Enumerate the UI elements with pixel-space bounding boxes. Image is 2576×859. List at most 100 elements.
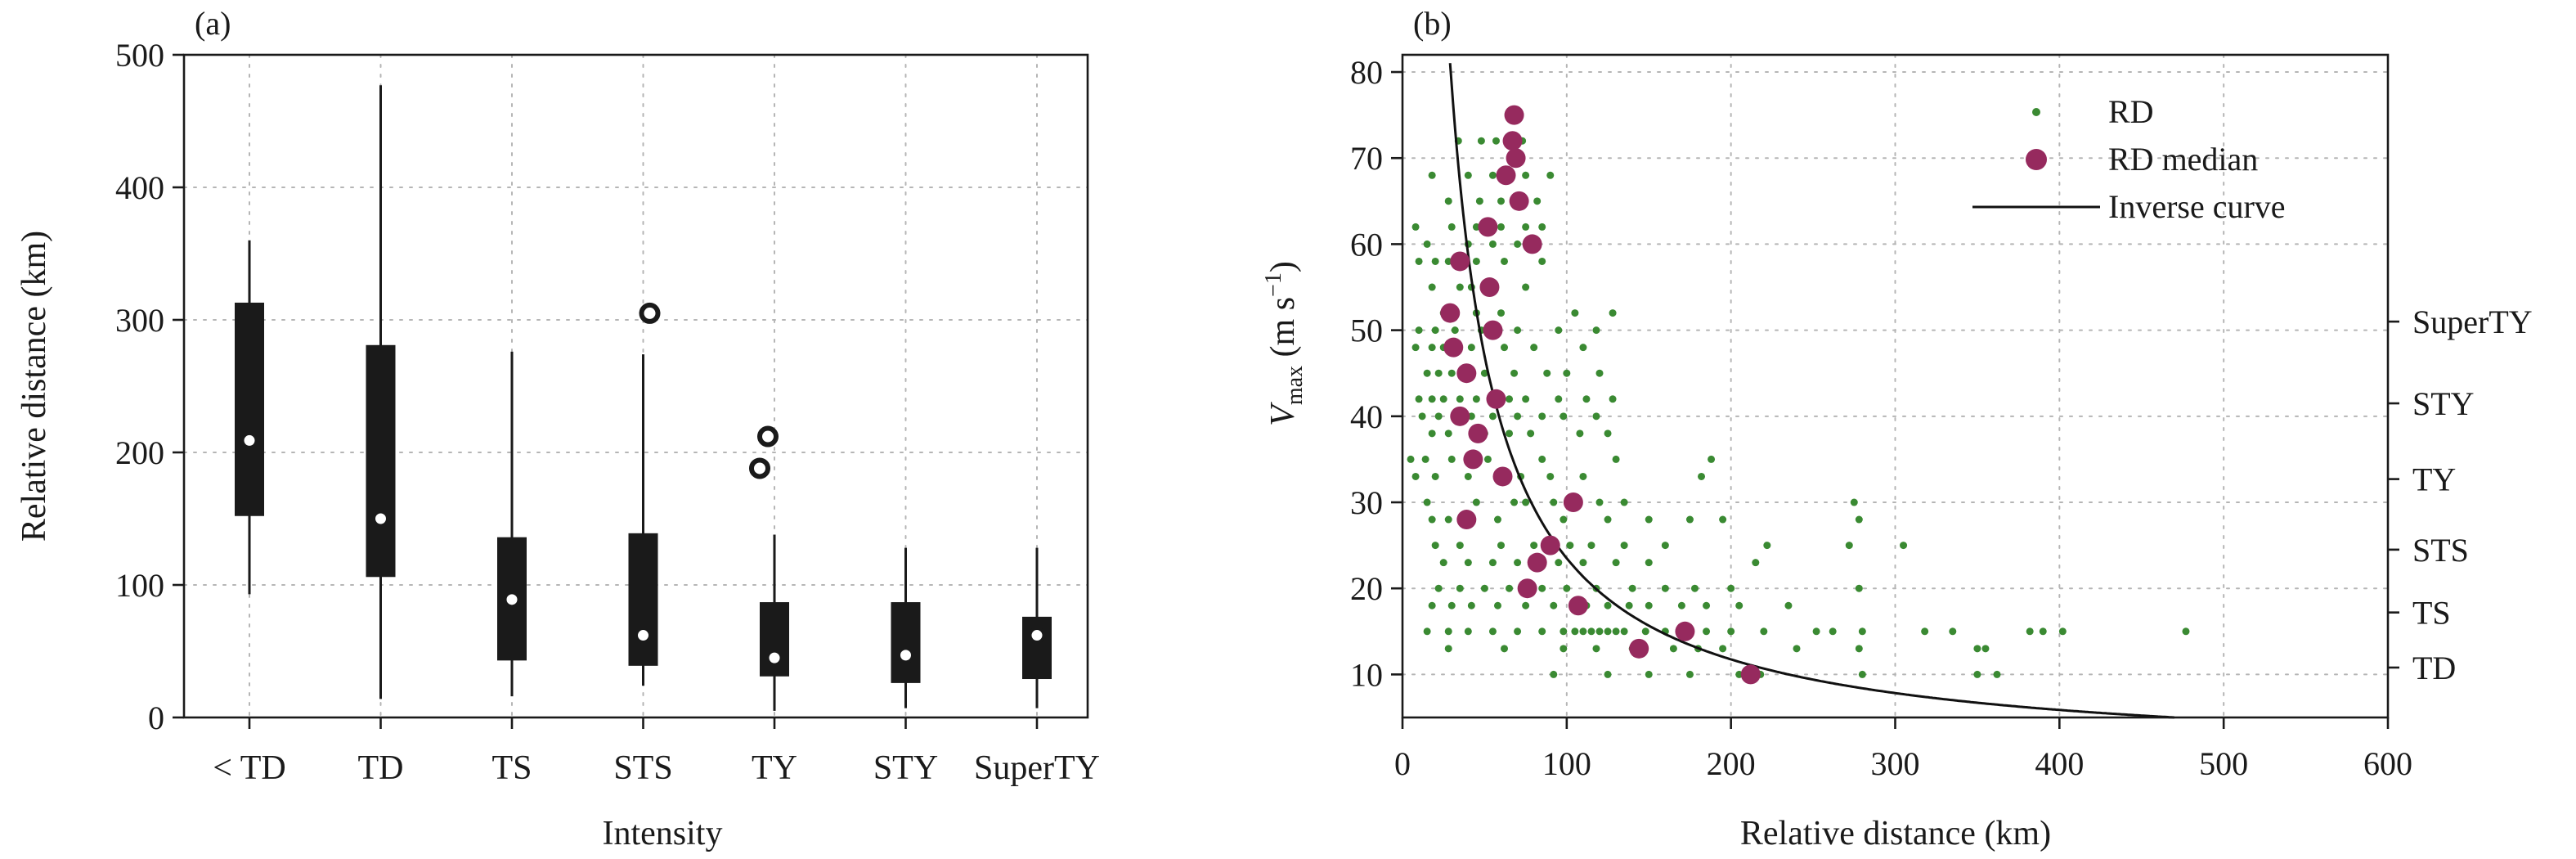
rd-point: [1497, 197, 1505, 205]
panel-b-ytick-label: 50: [1350, 313, 1383, 349]
rd-point: [1423, 627, 1431, 636]
rd-median-point: [1440, 303, 1461, 323]
rd-median-point: [1506, 148, 1526, 169]
rd-point: [1604, 627, 1612, 636]
rd-median-point: [1479, 277, 1500, 298]
panel-a-frame: [182, 53, 1089, 719]
rd-median-point: [1675, 621, 1695, 641]
rd-point: [1506, 584, 1514, 592]
panel-a-xtick-label: TD: [358, 749, 404, 787]
panel-a-boxes: [235, 85, 1052, 711]
panel-b-rd-median-points: [1440, 105, 1761, 685]
rd-point: [1530, 344, 1538, 352]
rd-point: [1973, 645, 1981, 653]
rd-point: [1431, 326, 1439, 335]
rd-point: [1447, 455, 1456, 463]
rd-median-point: [1540, 535, 1560, 555]
rd-point: [1661, 584, 1669, 592]
rd-point: [1510, 369, 1519, 377]
rd-point: [1472, 498, 1480, 506]
panel-b-xtick-label: 600: [2363, 745, 2412, 782]
panel-a-ytick-label: 100: [115, 567, 164, 604]
rd-point: [1497, 309, 1505, 317]
rd-median-point: [1492, 466, 1513, 487]
box-body: [1022, 616, 1052, 680]
rd-point: [1447, 223, 1456, 231]
rd-point: [1858, 670, 1866, 678]
rd-median-point: [1568, 596, 1588, 616]
rd-point: [1661, 542, 1669, 550]
rd-point: [1456, 584, 1464, 592]
rd-point: [1604, 515, 1612, 524]
rd-point: [1576, 430, 1584, 438]
rd-median-point: [1450, 251, 1470, 272]
rd-point: [1421, 455, 1429, 463]
rd-point: [1472, 223, 1480, 231]
rd-point: [1685, 670, 1694, 678]
rd-point: [1538, 584, 1546, 592]
rd-point: [1456, 395, 1464, 403]
rd-point: [1609, 395, 1617, 403]
rd-point: [1407, 455, 1415, 463]
box-median: [635, 627, 652, 645]
rd-point: [1669, 645, 1677, 653]
rd-point: [1949, 627, 1957, 636]
rd-point: [1546, 171, 1555, 179]
rd-point: [2039, 627, 2047, 636]
box-outlier: [749, 457, 770, 479]
rd-point: [1431, 257, 1439, 265]
rd-point: [1587, 542, 1595, 550]
rd-point: [1555, 559, 1563, 567]
rd-point: [1418, 412, 1426, 421]
panel-a-ytick-label: 500: [115, 37, 164, 74]
rd-point: [1550, 670, 1558, 678]
rd-point: [1428, 430, 1436, 438]
rd-point: [1522, 395, 1530, 403]
rd-point: [1620, 542, 1628, 550]
rd-point: [1493, 515, 1501, 524]
rd-point: [1477, 137, 1485, 145]
rd-point: [1829, 627, 1837, 636]
rd-median-point: [1509, 191, 1529, 211]
rd-point: [1582, 395, 1591, 403]
rd-point: [1451, 326, 1459, 335]
rd-median-point: [1478, 217, 1498, 237]
right-axis-label: TS: [2412, 595, 2451, 632]
right-axis-label: STS: [2412, 532, 2469, 569]
legend-curve-label: Inverse curve: [2108, 188, 2286, 225]
rd-point: [1475, 197, 1483, 205]
panel-b-right-axis: TD TS STS TY STY SuperTY: [2388, 304, 2533, 686]
panel-b-ytick-label: 20: [1350, 570, 1383, 607]
panel-a-xtick-label: TS: [491, 749, 532, 787]
rd-median-point: [1504, 105, 1524, 125]
rd-point: [1527, 430, 1535, 438]
rd-point: [1560, 645, 1568, 653]
rd-point: [1609, 309, 1617, 317]
panel-a-ytick-label: 300: [115, 302, 164, 339]
legend: RD RD median Inverse curve: [1972, 93, 2286, 225]
rd-point: [1538, 412, 1546, 421]
rd-point: [1628, 584, 1636, 592]
panel-b-xtick-label: 500: [2199, 745, 2248, 782]
rd-point: [1784, 601, 1793, 609]
rd-point: [1645, 515, 1653, 524]
rd-point: [1522, 601, 1530, 609]
rd-point: [1620, 498, 1628, 506]
rd-point: [1423, 369, 1431, 377]
rd-point: [1850, 498, 1858, 506]
panel-b-label: (b): [1413, 5, 1452, 42]
box-median: [372, 510, 389, 528]
rd-point: [1447, 601, 1456, 609]
panel-b-ytick-label: 10: [1350, 656, 1383, 693]
rd-point: [1592, 326, 1600, 335]
rd-point: [1579, 344, 1587, 352]
rd-median-point: [1740, 664, 1761, 685]
rd-point: [1595, 498, 1604, 506]
rd-point: [1550, 498, 1558, 506]
rd-point: [1423, 240, 1431, 248]
rd-point: [1587, 627, 1595, 636]
rd-point: [1595, 369, 1604, 377]
rd-point: [1415, 395, 1423, 403]
rd-point: [1571, 627, 1579, 636]
